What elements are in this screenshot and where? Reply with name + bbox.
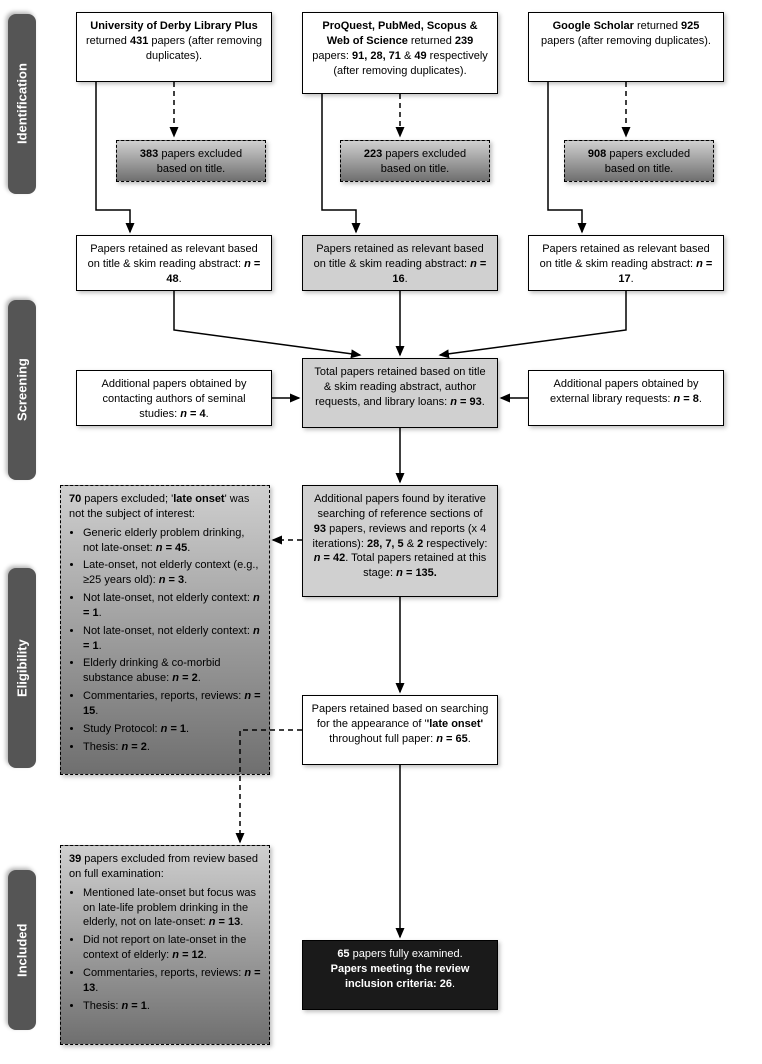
text: 93 <box>470 396 482 408</box>
text: papers fully examined. <box>350 948 463 960</box>
excluded-title-derby: 383 papers excluded based on title. <box>116 140 266 182</box>
iterative-search: Additional papers found by iterative sea… <box>302 485 498 597</box>
stage-label: Eligibility <box>15 639 30 697</box>
exclusion-item: Late-onset, not elderly context (e.g., ≥… <box>83 558 261 588</box>
text: 65 <box>337 948 349 960</box>
text: Papers retained as relevant based on tit… <box>88 243 258 270</box>
text: 908 <box>588 148 606 160</box>
retained-65: Papers retained based on searching for t… <box>302 695 498 765</box>
text: & <box>404 538 417 550</box>
excl70-header: 70 papers excluded; 'late onset' was not… <box>69 492 261 522</box>
text: respectively: <box>423 538 487 550</box>
text: Additional papers obtained by contacting… <box>102 378 247 420</box>
exclusion-item: Thesis: n = 2. <box>83 740 261 755</box>
stage-label: Identification <box>15 64 30 145</box>
text: 42 <box>333 552 345 564</box>
retained-derby: Papers retained as relevant based on tit… <box>76 235 272 291</box>
text: 65 <box>456 733 468 745</box>
text: 8 <box>693 393 699 405</box>
text: papers: <box>312 50 352 62</box>
text: late onset <box>429 718 480 730</box>
text: 925 <box>681 20 699 32</box>
text: 431 <box>130 35 148 47</box>
text: papers excluded based on title. <box>381 148 466 175</box>
text: & <box>401 50 414 62</box>
additional-library: Additional papers obtained by external l… <box>528 370 724 426</box>
text: papers (after removing duplicates). <box>146 35 262 62</box>
exclusion-item: Thesis: n = 1. <box>83 999 261 1014</box>
text: 49 <box>414 50 426 62</box>
text: returned <box>86 35 130 47</box>
exclusion-item: Not late-onset, not elderly context: n =… <box>83 591 261 621</box>
source-scholar: Google Scholar returned 925 papers (afte… <box>528 12 724 82</box>
exclusion-item: Elderly drinking & co-morbid substance a… <box>83 656 261 686</box>
text: Papers meeting the review inclusion crit… <box>331 963 470 990</box>
text: late onset <box>173 493 224 505</box>
text: 70 <box>69 493 81 505</box>
text: 223 <box>364 148 382 160</box>
text: University of Derby Library Plus <box>90 20 258 32</box>
exclusion-item: Not late-onset, not elderly context: n =… <box>83 624 261 654</box>
text: papers excluded based on title. <box>605 148 690 175</box>
exclusion-item: Did not report on late-onset in the cont… <box>83 933 261 963</box>
text: 91, 28, 71 <box>352 50 401 62</box>
total-retained: Total papers retained based on title & s… <box>302 358 498 428</box>
stage-identification: Identification <box>8 14 36 194</box>
exclusion-item: Commentaries, reports, reviews: n = 13. <box>83 966 261 996</box>
excl39-list: Mentioned late-onset but focus was on la… <box>69 886 261 1014</box>
text: 383 <box>140 148 158 160</box>
text: 17 <box>618 273 630 285</box>
text: 16 <box>392 273 404 285</box>
stage-screening: Screening <box>8 300 36 480</box>
excluded-title-proquest: 223 papers excluded based on title. <box>340 140 490 182</box>
text: papers excluded based on title. <box>157 148 242 175</box>
retained-scholar: Papers retained as relevant based on tit… <box>528 235 724 291</box>
text: returned <box>408 35 455 47</box>
text: papers excluded from review based on ful… <box>69 853 258 880</box>
excl70-list: Generic elderly problem drinking, not la… <box>69 526 261 755</box>
text: Additional papers found by iterative sea… <box>314 493 486 520</box>
text: papers (after removing duplicates). <box>541 35 711 47</box>
stage-included: Included <box>8 870 36 1030</box>
exclusion-item: Commentaries, reports, reviews: n = 15. <box>83 689 261 719</box>
excl39-header: 39 papers excluded from review based on … <box>69 852 261 882</box>
additional-authors: Additional papers obtained by contacting… <box>76 370 272 426</box>
exclusion-item: Generic elderly problem drinking, not la… <box>83 526 261 556</box>
source-derby: University of Derby Library Plus returne… <box>76 12 272 82</box>
stage-eligibility: Eligibility <box>8 568 36 768</box>
source-proquest: ProQuest, PubMed, Scopus & Web of Scienc… <box>302 12 498 94</box>
excluded-39: 39 papers excluded from review based on … <box>60 845 270 1045</box>
text: 39 <box>69 853 81 865</box>
text: Google Scholar <box>553 20 634 32</box>
text: 93 <box>314 523 326 535</box>
text: returned <box>634 20 681 32</box>
retained-proquest: Papers retained as relevant based on tit… <box>302 235 498 291</box>
text: 135 <box>415 567 433 579</box>
text: Papers retained as relevant based on tit… <box>540 243 710 270</box>
stage-label: Included <box>15 923 30 976</box>
excluded-70: 70 papers excluded; 'late onset' was not… <box>60 485 270 775</box>
text: Papers retained as relevant based on tit… <box>314 243 484 270</box>
final-included: 65 papers fully examined. Papers meeting… <box>302 940 498 1010</box>
text: throughout full paper: <box>329 733 436 745</box>
stage-label: Screening <box>15 359 30 422</box>
excluded-title-scholar: 908 papers excluded based on title. <box>564 140 714 182</box>
text: 239 <box>455 35 473 47</box>
text: 4 <box>200 408 206 420</box>
text: papers excluded; ' <box>81 493 173 505</box>
exclusion-item: Mentioned late-onset but focus was on la… <box>83 886 261 931</box>
text: 28, 7, 5 <box>367 538 404 550</box>
exclusion-item: Study Protocol: n = 1. <box>83 722 261 737</box>
text: 48 <box>166 273 178 285</box>
